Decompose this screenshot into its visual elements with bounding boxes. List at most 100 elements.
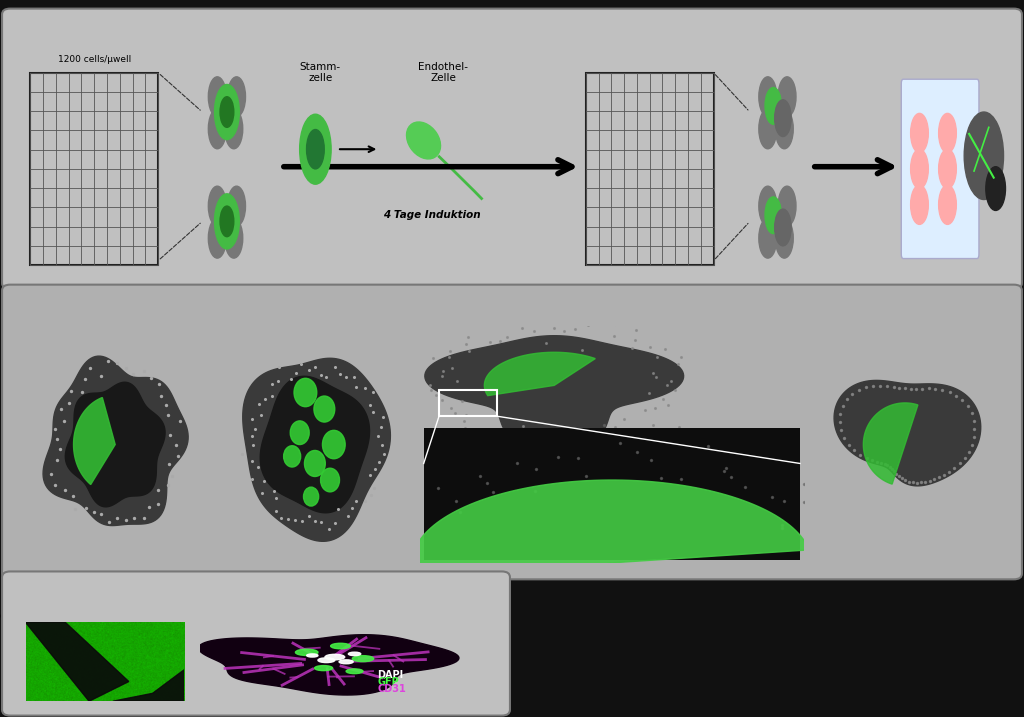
Point — [897, 475, 913, 486]
Point — [868, 456, 885, 467]
Point — [77, 505, 93, 516]
Point — [941, 466, 957, 478]
Point — [615, 413, 632, 424]
Point — [716, 465, 732, 477]
Point — [361, 399, 378, 411]
Point — [966, 431, 982, 442]
Point — [882, 461, 898, 473]
Point — [891, 382, 907, 394]
Point — [514, 323, 530, 334]
Circle shape — [220, 206, 233, 237]
Polygon shape — [425, 336, 684, 454]
Point — [813, 502, 829, 513]
Point — [829, 608, 846, 619]
Point — [449, 376, 465, 387]
Circle shape — [294, 379, 316, 407]
Point — [908, 477, 925, 488]
Point — [833, 417, 849, 428]
Point — [496, 431, 512, 442]
Point — [824, 585, 841, 597]
Point — [527, 485, 544, 496]
Point — [162, 396, 178, 407]
Circle shape — [220, 97, 233, 128]
Point — [356, 495, 373, 506]
Point — [658, 379, 675, 391]
Point — [581, 319, 597, 331]
Point — [250, 462, 266, 473]
Point — [58, 380, 75, 391]
Point — [822, 612, 839, 624]
Point — [333, 601, 349, 612]
Point — [873, 457, 890, 469]
Point — [346, 371, 362, 383]
Point — [127, 514, 143, 526]
Point — [808, 544, 824, 556]
Point — [872, 380, 889, 391]
Point — [163, 449, 179, 460]
Point — [596, 419, 612, 431]
Point — [927, 383, 943, 394]
Point — [821, 512, 838, 523]
Point — [263, 379, 280, 390]
Point — [723, 472, 739, 483]
Point — [607, 421, 624, 432]
Circle shape — [346, 669, 364, 674]
Point — [460, 331, 476, 343]
Point — [281, 513, 297, 525]
Point — [503, 640, 519, 652]
Circle shape — [910, 149, 929, 189]
Polygon shape — [66, 382, 165, 507]
Point — [426, 616, 442, 627]
Point — [151, 484, 167, 495]
Circle shape — [775, 209, 792, 246]
Point — [375, 411, 391, 422]
Point — [842, 594, 858, 606]
Point — [831, 525, 848, 536]
Point — [853, 540, 869, 551]
Point — [879, 380, 895, 391]
Point — [434, 370, 451, 381]
Circle shape — [759, 109, 777, 148]
Circle shape — [295, 649, 317, 655]
Point — [546, 322, 562, 333]
Point — [555, 652, 571, 664]
Point — [233, 448, 250, 460]
Circle shape — [306, 130, 325, 169]
Point — [948, 390, 965, 402]
Point — [718, 462, 734, 474]
Circle shape — [775, 109, 794, 148]
Point — [86, 504, 102, 516]
Point — [359, 520, 376, 531]
Circle shape — [339, 660, 353, 664]
Point — [908, 383, 925, 394]
Point — [654, 394, 671, 405]
Point — [846, 445, 862, 456]
Point — [842, 439, 858, 450]
Point — [164, 470, 180, 482]
Point — [428, 640, 444, 652]
Polygon shape — [484, 352, 595, 396]
Point — [897, 383, 913, 394]
Point — [284, 373, 300, 384]
Point — [867, 576, 884, 587]
Point — [472, 470, 488, 482]
Point — [776, 495, 793, 507]
Bar — [424, 428, 800, 561]
Polygon shape — [835, 381, 981, 486]
Polygon shape — [243, 358, 390, 541]
Point — [307, 515, 324, 526]
Point — [956, 452, 973, 464]
Polygon shape — [413, 480, 809, 600]
Point — [525, 436, 542, 447]
Point — [167, 405, 183, 417]
Point — [91, 360, 108, 371]
Point — [877, 458, 893, 470]
Text: B.: B. — [26, 296, 46, 314]
Point — [357, 382, 374, 394]
Point — [327, 517, 343, 528]
Point — [649, 351, 666, 363]
Point — [567, 323, 584, 335]
Point — [611, 658, 628, 670]
Point — [388, 565, 404, 576]
Polygon shape — [199, 635, 459, 695]
